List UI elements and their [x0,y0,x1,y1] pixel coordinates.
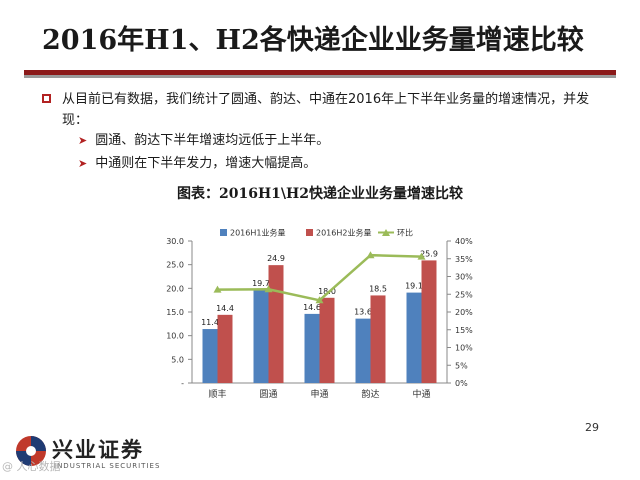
line-point [366,251,375,259]
legend-marker [382,229,390,236]
bar-h2 [268,265,284,383]
y-right-tick-label: 0% [455,379,468,388]
legend-label: 2016H1业务量 [230,228,285,238]
bar-h1 [202,329,218,383]
x-tick-label: 圆通 [259,389,277,400]
y-right-tick-label: 40% [455,237,473,246]
y-left-tick-label: 30.0 [166,237,184,246]
bar-h1 [355,318,371,383]
line-point [315,296,324,304]
sub-bullet-text: 中通则在下半年发力，增速大幅提高。 [95,156,317,171]
watermark: @ 人心数据 [2,460,61,473]
x-tick-label: 韵达 [361,388,379,400]
logo-text: 兴业证券 [52,437,144,462]
y-left-tick-label: 10.0 [166,332,184,341]
data-label: 19.7 [252,279,270,288]
data-label: 25.9 [420,249,438,258]
data-label: 13.6 [354,308,372,317]
data-label: 19.1 [405,282,423,291]
main-bullet: 从目前已有数据，我们统计了圆通、韵达、中通在2016年上下半年业务量的增速情况，… [42,89,602,131]
legend-label: 环比 [397,228,413,238]
page-number: 29 [585,421,599,434]
chart-title: 图表：2016H1\H2快递企业业务量增速比较 [176,186,463,202]
square-bullet-icon [42,94,51,103]
y-left-tick-label: 5.0 [171,355,184,364]
data-label: 14.6 [303,303,321,312]
bar-h2 [217,314,233,383]
bar-h1 [253,289,269,383]
y-left-tick-label: - [181,379,184,388]
y-right-tick-label: 30% [455,273,473,282]
sub-bullet-2: ➤ 中通则在下半年发力，增速大幅提高。 [78,154,316,174]
y-right-tick-label: 20% [455,308,473,317]
main-bullet-text: 从目前已有数据，我们统计了圆通、韵达、中通在2016年上下半年业务量的增速情况，… [62,92,590,128]
y-right-tick-label: 25% [455,290,473,299]
slide-title: 2016年H1、H2各快递企业业务量增速比较 [42,25,584,56]
logo-mark-icon [16,436,46,466]
legend-label: 2016H2业务量 [316,228,371,238]
y-right-tick-label: 35% [455,255,473,264]
legend-swatch [306,229,313,236]
y-left-tick-label: 25.0 [166,261,184,270]
legend-swatch [220,229,227,236]
bar-h1 [406,292,422,383]
bar-h2 [421,260,437,383]
y-left-tick-label: 20.0 [166,284,184,293]
data-label: 18.5 [369,284,387,293]
line-point [213,285,222,293]
bar-h2 [319,297,335,383]
y-right-tick-label: 5% [455,361,468,370]
company-logo: 兴业证券 INDUSTRIAL SECURITIES [14,434,184,474]
x-tick-label: 中通 [412,388,430,400]
data-label: 18.0 [318,287,336,296]
y-left-tick-label: 15.0 [166,308,184,317]
sub-bullet-text: 圆通、韵达下半年增速均远低于上半年。 [95,133,330,148]
data-label: 11.4 [201,318,219,327]
title-rule-dark [24,70,616,75]
title-rule-grey [24,75,616,78]
logo-subtext: INDUSTRIAL SECURITIES [54,462,161,470]
sub-bullet-1: ➤ 圆通、韵达下半年增速均远低于上半年。 [78,131,329,151]
x-tick-label: 申通 [310,388,328,400]
line-point [264,285,273,293]
bar-h2 [370,295,386,383]
x-tick-label: 顺丰 [208,388,226,400]
arrow-bullet-icon: ➤ [78,134,88,147]
data-label: 14.4 [216,304,234,313]
data-label: 24.9 [267,254,285,263]
bar-h1 [304,313,320,383]
y-right-tick-label: 15% [455,326,473,335]
arrow-bullet-icon: ➤ [78,157,88,170]
line-point [417,252,426,260]
y-right-tick-label: 10% [455,344,473,353]
